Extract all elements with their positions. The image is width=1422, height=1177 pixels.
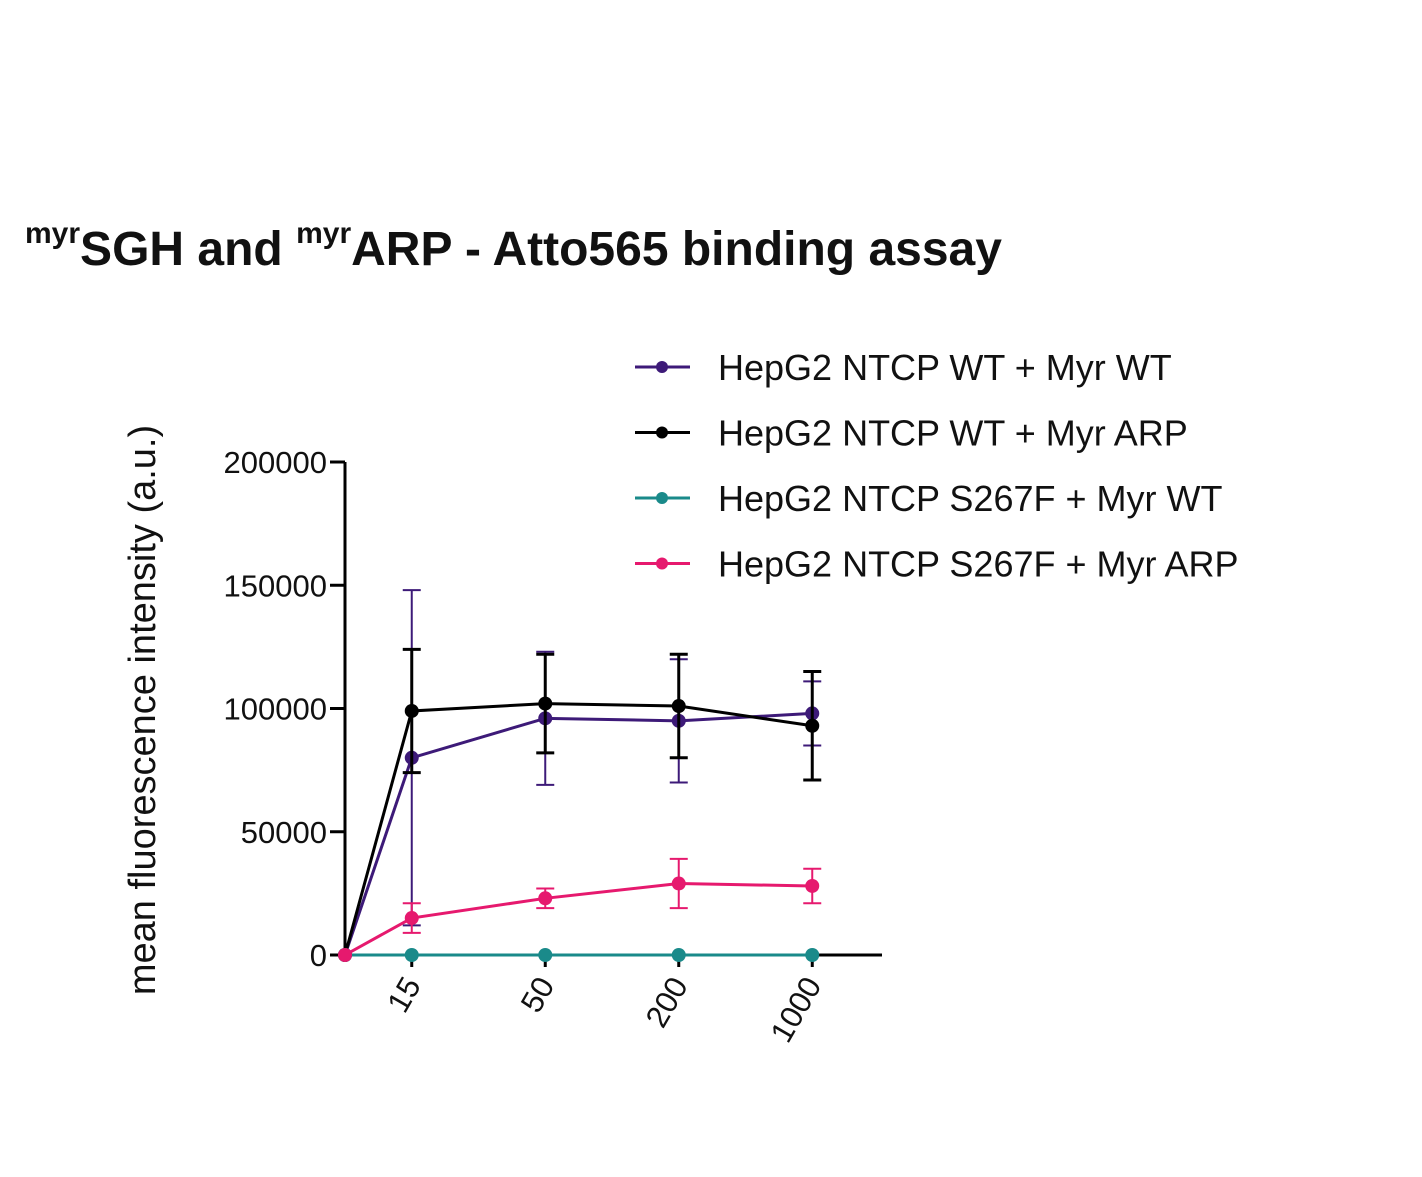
data-point [538, 948, 553, 962]
data-point [538, 891, 553, 906]
x-tick-label: 1000 [764, 971, 829, 1048]
chart-title: myrSGH and myrARP - Atto565 binding assa… [25, 217, 1002, 276]
title-part: myr [25, 217, 80, 250]
data-point [404, 703, 419, 718]
title-part: ARP - Atto565 binding assay [351, 223, 1002, 276]
legend-label: HepG2 NTCP WT + Myr WT [718, 347, 1172, 388]
legend-marker [656, 426, 668, 439]
data-point [805, 718, 820, 733]
data-point [538, 696, 553, 711]
x-tick-label: 15 [380, 971, 428, 1018]
legend-label: HepG2 NTCP WT + Myr ARP [718, 413, 1188, 454]
data-point [671, 699, 686, 714]
data-point [338, 948, 352, 962]
legend-label: HepG2 NTCP S267F + Myr ARP [718, 544, 1239, 585]
y-axis-label: mean fluorescence intensity (a.u.) [122, 425, 164, 995]
y-tick-label: 150000 [224, 568, 327, 603]
x-tick-label: 50 [514, 971, 562, 1018]
legend-marker [656, 557, 668, 570]
y-tick-label: 200000 [224, 445, 327, 480]
y-tick-label: 50000 [241, 815, 327, 850]
title-part: myr [296, 217, 351, 250]
legend-marker [656, 492, 668, 504]
data-point [404, 948, 419, 962]
data-point [404, 911, 419, 926]
data-point [805, 948, 820, 962]
legend-marker [656, 361, 668, 373]
data-point [805, 878, 820, 893]
y-tick-label: 0 [310, 938, 327, 973]
data-point [671, 948, 686, 962]
title-part: SGH and [80, 223, 296, 276]
legend-label: HepG2 NTCP S267F + Myr WT [718, 478, 1222, 519]
y-tick-label: 100000 [224, 692, 327, 727]
data-point [671, 876, 686, 891]
x-tick-label: 200 [639, 971, 695, 1033]
